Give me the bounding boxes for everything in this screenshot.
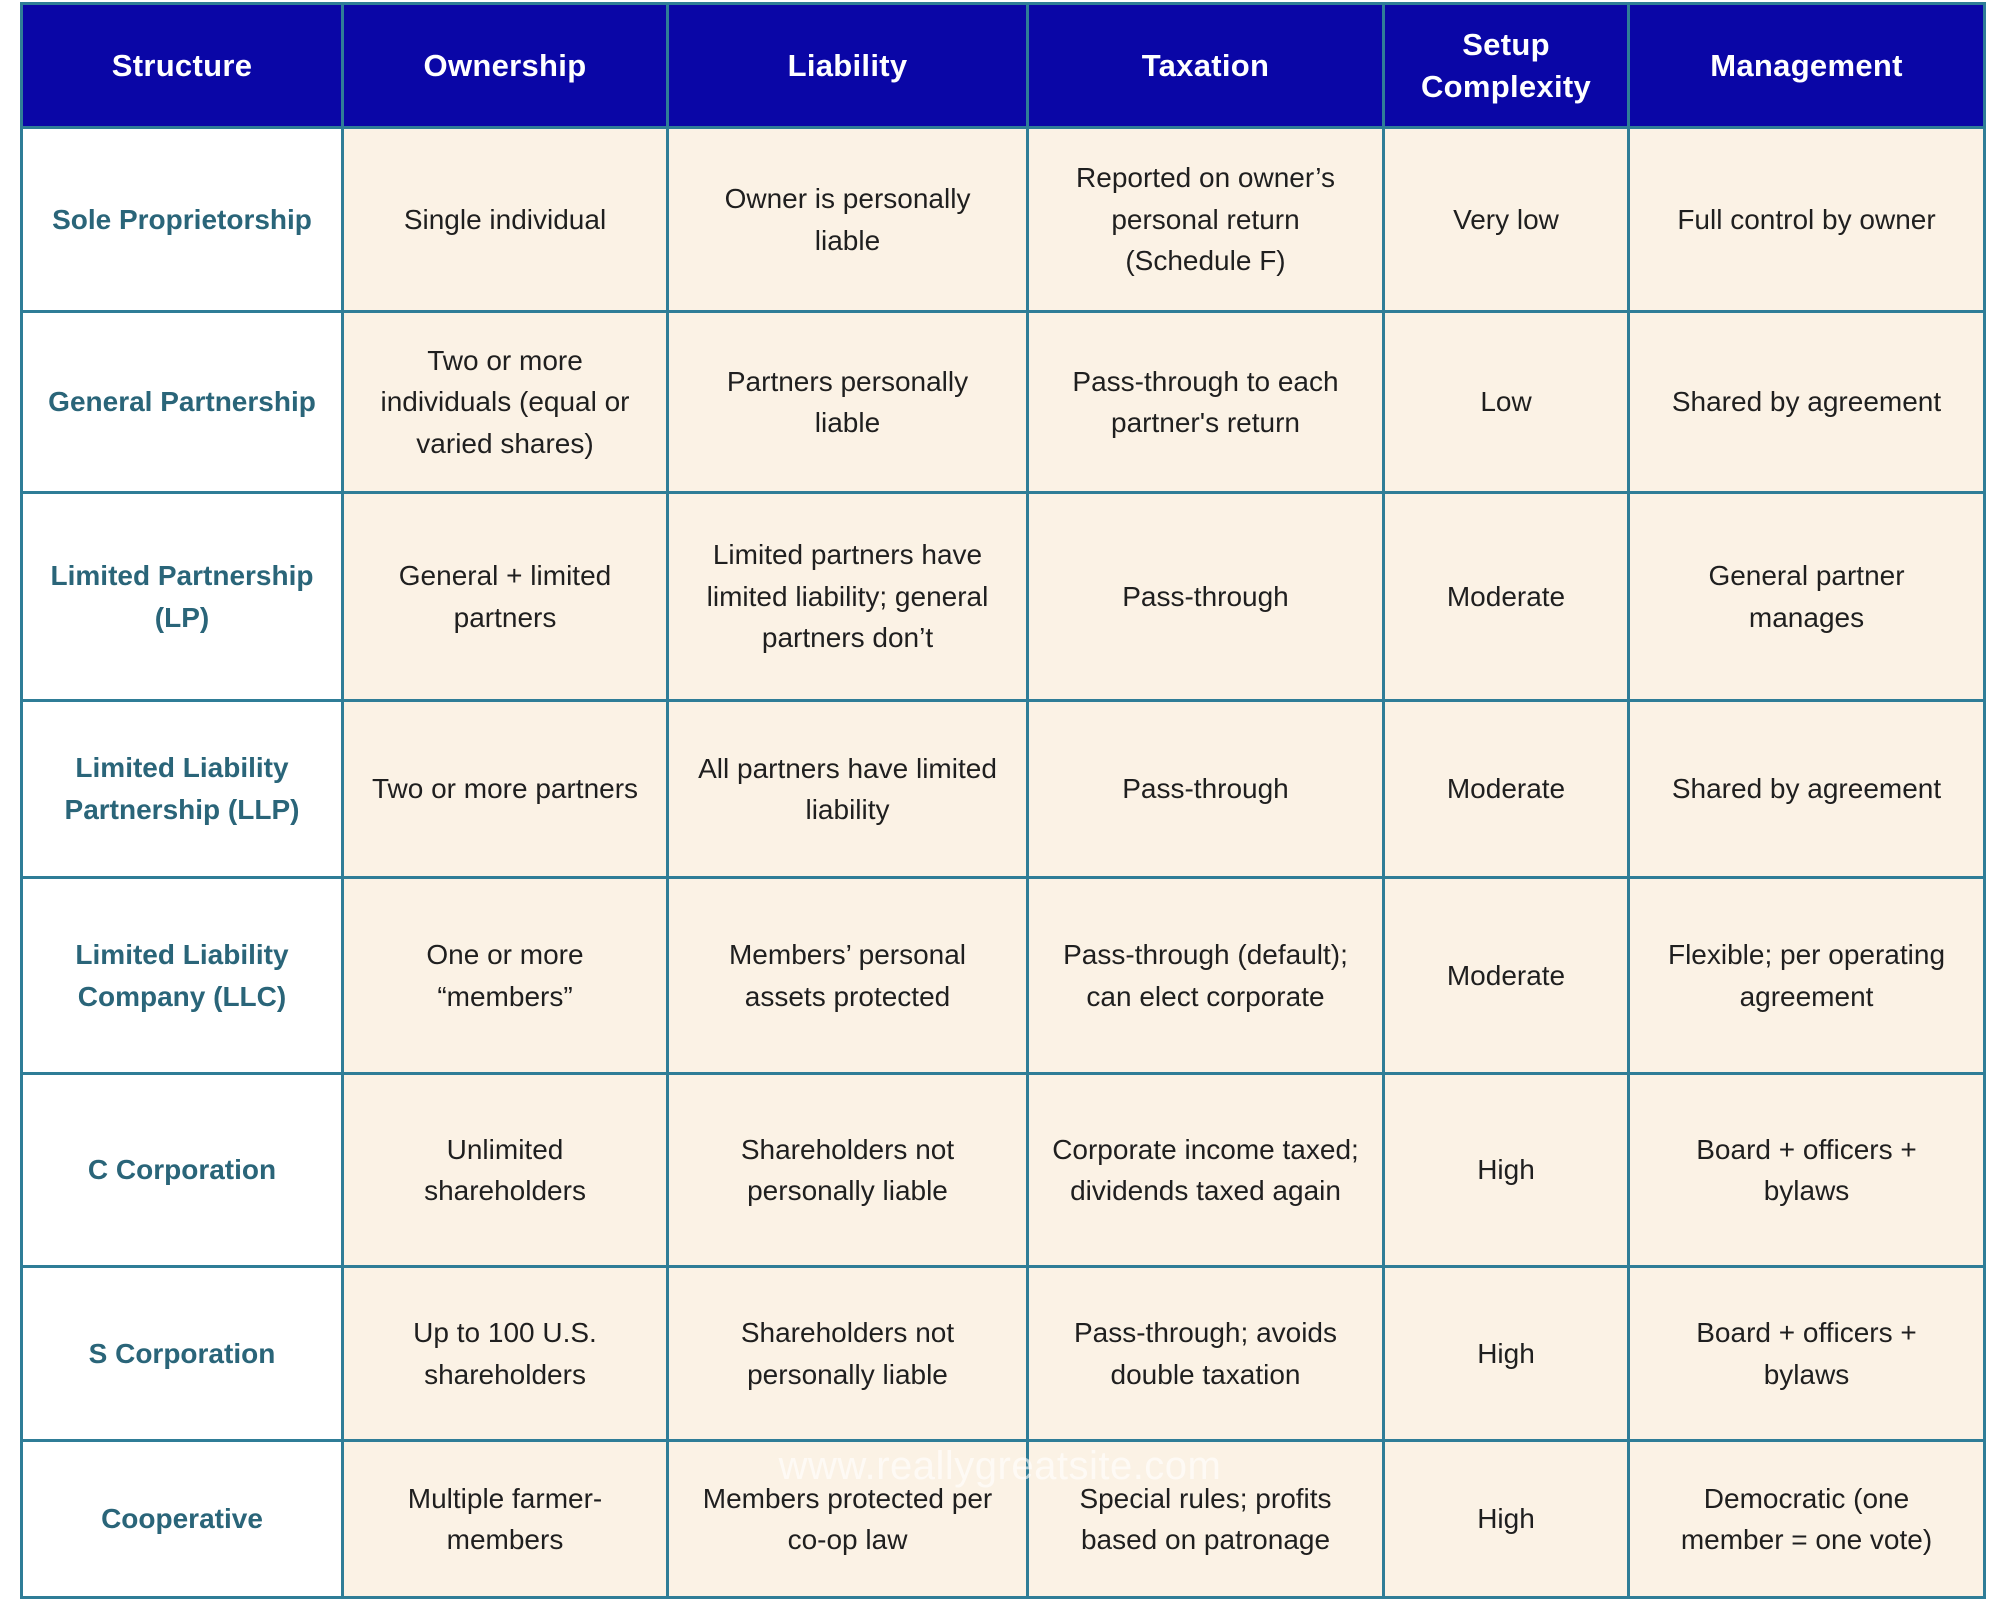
cell-taxation: Corporate income taxed; dividends taxed … (1026, 1072, 1385, 1268)
cell-liability: Shareholders not personally liable (666, 1072, 1029, 1268)
row-label: Limited Partnership (LP) (20, 491, 344, 702)
row-label: Cooperative (20, 1439, 344, 1599)
row-label: C Corporation (20, 1072, 344, 1268)
cell-taxation: Reported on owner’s personal return (Sch… (1026, 126, 1385, 313)
cell-ownership: Two or more partners (341, 699, 669, 879)
row-label: Limited Liability Company (LLC) (20, 876, 344, 1075)
cell-setup-complexity: Moderate (1382, 876, 1630, 1075)
cell-management: Flexible; per operating agreement (1627, 876, 1986, 1075)
cell-management: Democratic (one member = one vote) (1627, 1439, 1986, 1599)
cell-ownership: General + limited partners (341, 491, 669, 702)
cell-liability: Members protected per co-op law (666, 1439, 1029, 1599)
table-row-general-partnership: General Partnership Two or more individu… (20, 310, 1986, 494)
table-row-s-corporation: S Corporation Up to 100 U.S. shareholder… (20, 1265, 1986, 1442)
cell-liability: Members’ personal assets protected (666, 876, 1029, 1075)
business-structures-table-wrap: Structure Ownership Liability Taxation S… (20, 2, 1986, 1599)
header-management: Management (1627, 2, 1986, 129)
table-row-limited-partnership: Limited Partnership (LP) General + limit… (20, 491, 1986, 702)
table-row-cooperative: Cooperative Multiple farmer-members Memb… (20, 1439, 1986, 1599)
cell-taxation: Pass-through; avoids double taxation (1026, 1265, 1385, 1442)
cell-setup-complexity: High (1382, 1265, 1630, 1442)
row-label: Sole Proprietorship (20, 126, 344, 313)
cell-setup-complexity: Moderate (1382, 699, 1630, 879)
header-taxation: Taxation (1026, 2, 1385, 129)
cell-setup-complexity: Low (1382, 310, 1630, 494)
header-ownership: Ownership (341, 2, 669, 129)
cell-liability: Owner is personally liable (666, 126, 1029, 313)
cell-management: Full control by owner (1627, 126, 1986, 313)
cell-taxation: Pass-through (default); can elect corpor… (1026, 876, 1385, 1075)
cell-setup-complexity: High (1382, 1072, 1630, 1268)
cell-ownership: Unlimited shareholders (341, 1072, 669, 1268)
cell-liability: Limited partners have limited liability;… (666, 491, 1029, 702)
cell-ownership: Multiple farmer-members (341, 1439, 669, 1599)
row-label: Limited Liability Partnership (LLP) (20, 699, 344, 879)
cell-setup-complexity: Very low (1382, 126, 1630, 313)
header-row: Structure Ownership Liability Taxation S… (20, 2, 1986, 129)
row-label: S Corporation (20, 1265, 344, 1442)
cell-setup-complexity: High (1382, 1439, 1630, 1599)
cell-taxation: Special rules; profits based on patronag… (1026, 1439, 1385, 1599)
cell-ownership: Single individual (341, 126, 669, 313)
header-liability: Liability (666, 2, 1029, 129)
table-row-limited-liability-company: Limited Liability Company (LLC) One or m… (20, 876, 1986, 1075)
table-row-sole-proprietorship: Sole Proprietorship Single individual Ow… (20, 126, 1986, 313)
table-row-c-corporation: C Corporation Unlimited shareholders Sha… (20, 1072, 1986, 1268)
cell-taxation: Pass-through (1026, 699, 1385, 879)
row-label: General Partnership (20, 310, 344, 494)
cell-management: General partner manages (1627, 491, 1986, 702)
header-structure: Structure (20, 2, 344, 129)
cell-management: Shared by agreement (1627, 699, 1986, 879)
cell-liability: Shareholders not personally liable (666, 1265, 1029, 1442)
cell-taxation: Pass-through (1026, 491, 1385, 702)
cell-management: Board + officers + bylaws (1627, 1265, 1986, 1442)
cell-liability: All partners have limited liability (666, 699, 1029, 879)
cell-ownership: Two or more individuals (equal or varied… (341, 310, 669, 494)
table-row-limited-liability-partnership: Limited Liability Partnership (LLP) Two … (20, 699, 1986, 879)
cell-management: Board + officers + bylaws (1627, 1072, 1986, 1268)
business-structures-table: Structure Ownership Liability Taxation S… (20, 2, 1986, 1599)
cell-setup-complexity: Moderate (1382, 491, 1630, 702)
cell-ownership: One or more “members” (341, 876, 669, 1075)
header-setup-complexity: Setup Complexity (1382, 2, 1630, 129)
cell-taxation: Pass-through to each partner's return (1026, 310, 1385, 494)
cell-ownership: Up to 100 U.S. shareholders (341, 1265, 669, 1442)
cell-management: Shared by agreement (1627, 310, 1986, 494)
cell-liability: Partners personally liable (666, 310, 1029, 494)
